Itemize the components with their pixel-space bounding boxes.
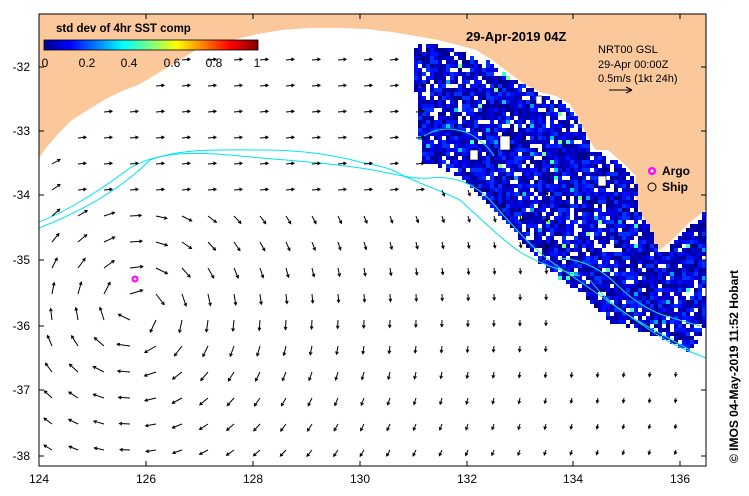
y-tick-label: -33 (13, 124, 31, 138)
x-tick-label: 126 (136, 472, 156, 486)
x-tick-label: 136 (670, 472, 690, 486)
colorbar-tick: 0.4 (121, 56, 138, 70)
y-tick-label: -38 (13, 449, 31, 463)
colorbar-tick: 0.6 (164, 56, 181, 70)
colorbar-tick: 1 (254, 56, 261, 70)
y-tick-label: -36 (13, 319, 31, 333)
info-line-3: 0.5m/s (1kt 24h) (598, 73, 677, 85)
x-tick-label: 130 (350, 472, 370, 486)
y-tick-label: -34 (13, 188, 31, 202)
argo-legend-icon (648, 167, 656, 175)
axis-ticks (38, 14, 706, 466)
colorbar: std dev of 4hr SST comp 0 0.2 0.4 0.6 0.… (42, 23, 261, 70)
x-tick-label: 128 (243, 472, 263, 486)
info-line-1: NRT00 GSL (598, 44, 658, 56)
colorbar-title: std dev of 4hr SST comp (56, 23, 191, 35)
y-tick-label: -37 (13, 383, 31, 397)
colorbar-gradient (43, 39, 259, 51)
credit-text: © IMOS 04-May-2019 11:52 Hobart (727, 270, 741, 463)
argo-legend-label: Argo (662, 164, 690, 178)
info-line-2: 29-Apr 00:00Z (598, 59, 669, 71)
y-tick-label: -32 (13, 60, 31, 74)
sst-std-dev-field (414, 44, 706, 352)
map-frame (38, 13, 707, 467)
x-tick-label: 124 (29, 472, 49, 486)
map-title: 29-Apr-2019 04Z (466, 29, 566, 44)
current-vectors (43, 57, 678, 458)
bathymetry-contours (39, 128, 706, 359)
x-tick-label: 134 (563, 472, 583, 486)
colorbar-tick: 0.2 (79, 56, 96, 70)
x-tick-label: 132 (457, 472, 477, 486)
scale-arrow-icon (609, 86, 633, 94)
colorbar-tick: 0 (42, 56, 49, 70)
argo-float-marker (131, 275, 139, 283)
ship-legend-icon (647, 182, 657, 192)
colorbar-tick: 0.8 (206, 56, 223, 70)
legend: Argo Ship (647, 164, 690, 194)
land-mass (39, 14, 706, 250)
y-tick-label: -35 (13, 253, 31, 267)
ship-legend-label: Ship (662, 180, 688, 194)
